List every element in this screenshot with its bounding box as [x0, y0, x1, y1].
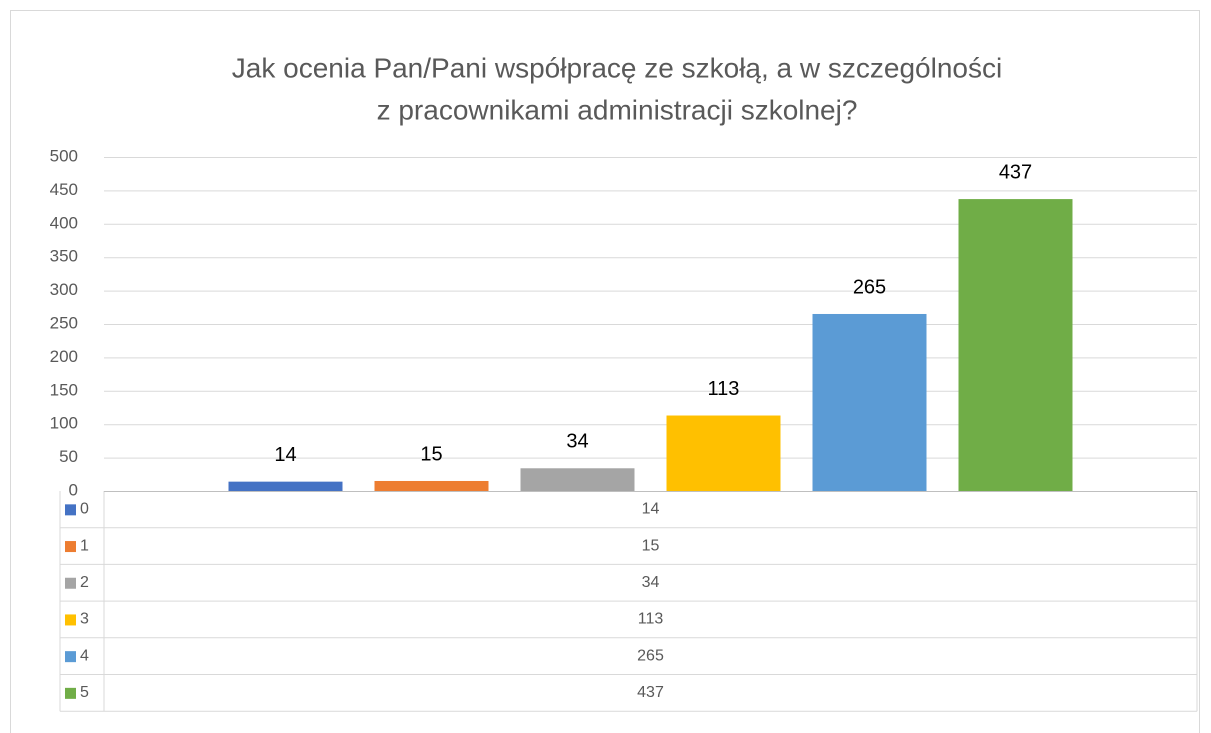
table-value: 437 [637, 684, 664, 701]
legend-key [65, 651, 76, 663]
bar [374, 480, 489, 491]
data-label: 15 [420, 443, 442, 465]
table-value: 265 [637, 647, 664, 664]
data-label: 113 [708, 378, 740, 400]
bar [958, 199, 1073, 492]
legend-key [65, 614, 76, 626]
y-tick-label: 250 [50, 313, 78, 332]
table-value: 14 [642, 501, 660, 518]
legend-label: 3 [80, 611, 89, 628]
legend-label: 1 [80, 537, 89, 554]
legend-key [65, 504, 76, 516]
legend-label: 4 [80, 647, 89, 664]
table-value: 15 [642, 537, 660, 554]
legend-key [65, 577, 76, 589]
y-tick-label: 150 [50, 380, 78, 399]
data-label: 14 [274, 444, 296, 466]
table-value: 34 [642, 574, 660, 591]
y-tick-label: 100 [50, 414, 78, 433]
legend-label: 5 [80, 684, 89, 701]
y-tick-label: 350 [50, 247, 78, 266]
bar [228, 481, 343, 491]
legend-key [65, 687, 76, 699]
chart-title: z pracownikami administracji szkolnej? [377, 94, 858, 125]
table-value: 113 [638, 611, 664, 628]
data-label: 437 [999, 161, 1032, 183]
y-tick-label: 500 [50, 146, 78, 165]
bar [812, 313, 927, 491]
legend-label: 0 [80, 501, 89, 518]
y-tick-label: 200 [50, 347, 78, 366]
bar [520, 468, 635, 491]
legend-key [65, 541, 76, 553]
data-label: 34 [566, 431, 588, 453]
chart-title: Jak ocenia Pan/Pani współpracę ze szkołą… [232, 52, 1002, 83]
bar [666, 415, 781, 491]
data-label: 265 [853, 276, 886, 298]
y-tick-label: 50 [59, 447, 78, 466]
legend-label: 2 [80, 574, 89, 591]
y-tick-label: 400 [50, 213, 78, 232]
y-tick-label: 0 [69, 480, 78, 499]
y-tick-label: 300 [50, 280, 78, 299]
y-tick-label: 450 [50, 180, 78, 199]
